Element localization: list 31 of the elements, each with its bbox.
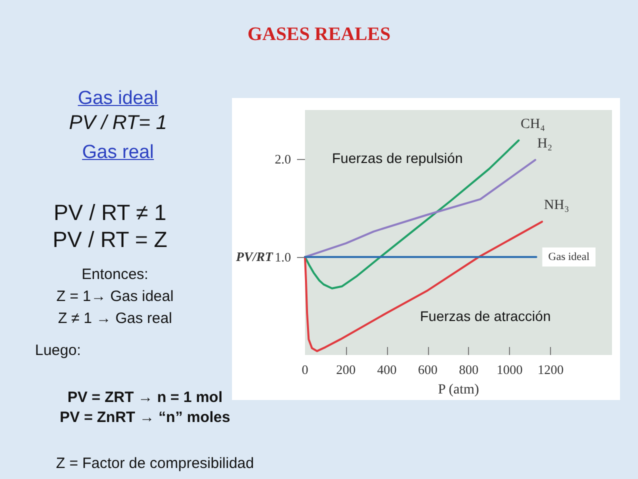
text: PV / RT ≠ 1 [54, 200, 166, 226]
x-tick-label: 200 [336, 362, 356, 377]
text: Gas ideal [78, 88, 158, 110]
text: PV = ZnRT → “n” moles [60, 409, 230, 426]
series-label: NH₃ [544, 198, 570, 214]
x-tick-label: 1200 [538, 362, 564, 377]
line-series [304, 139, 520, 290]
annotation: Fuerzas de repulsión [332, 150, 463, 166]
text: Entonces: [82, 266, 148, 283]
annotation: Fuerzas de atracción [420, 308, 551, 324]
text: PV / RT = Z [52, 227, 168, 253]
series-label: Gas ideal [548, 251, 590, 263]
chart-title: GASES REALES [246, 24, 392, 46]
y-tick-label: 1.0 [274, 250, 291, 264]
text: PV = ZRT → n = 1 mol [67, 389, 223, 406]
text: Z = 1→ Gas ideal [56, 288, 174, 305]
text: Gas real [82, 142, 154, 164]
x-axis-title: P (atm) [438, 382, 480, 398]
y-tick-label: 2.0 [274, 152, 291, 166]
x-tick-label: 800 [458, 362, 478, 377]
x-tick-label: 600 [418, 362, 438, 377]
series-label: CH₄ [520, 116, 546, 132]
text: Z = Factor de compresibilidad [56, 455, 254, 472]
x-tick-label: 1000 [496, 362, 523, 377]
x-tick-label: 400 [377, 362, 397, 377]
text: PV / RT= 1 [68, 112, 168, 135]
text: Luego: [35, 342, 81, 359]
series-label: H₂ [537, 136, 552, 152]
text: Z ≠ 1 → Gas real [58, 310, 172, 327]
y-axis-title: PV/RT [236, 249, 273, 265]
x-tick-label: 0 [302, 362, 308, 377]
